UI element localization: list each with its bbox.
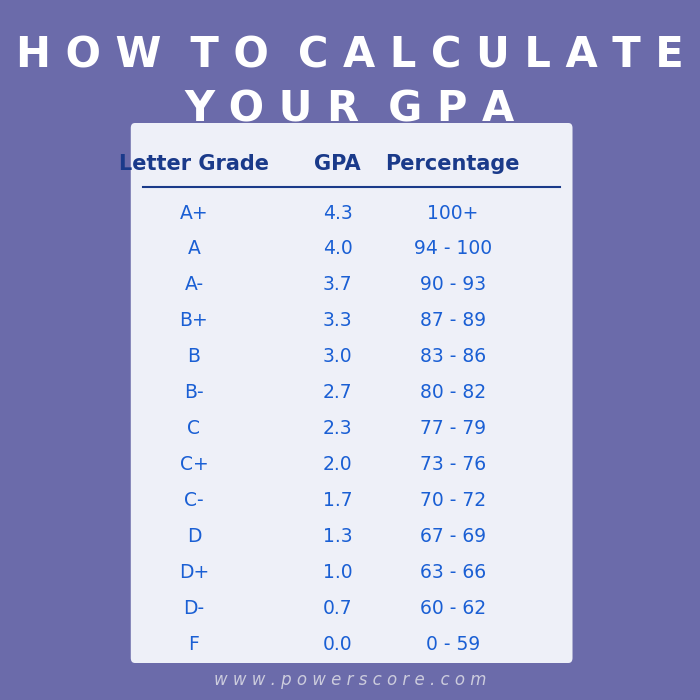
Text: 100+: 100+ <box>427 204 478 223</box>
Text: 0 - 59: 0 - 59 <box>426 634 480 654</box>
Text: C-: C- <box>184 491 204 510</box>
Text: 63 - 66: 63 - 66 <box>419 563 486 582</box>
Text: 3.0: 3.0 <box>323 347 353 366</box>
Text: D-: D- <box>183 598 204 617</box>
Text: C+: C+ <box>180 455 209 474</box>
Text: 3.7: 3.7 <box>323 275 353 294</box>
Text: 90 - 93: 90 - 93 <box>419 275 486 294</box>
Text: C: C <box>188 419 200 438</box>
FancyBboxPatch shape <box>131 123 573 663</box>
Text: 73 - 76: 73 - 76 <box>419 455 486 474</box>
Text: 1.0: 1.0 <box>323 563 353 582</box>
Text: 87 - 89: 87 - 89 <box>419 312 486 330</box>
Text: B+: B+ <box>180 312 209 330</box>
Text: Letter Grade: Letter Grade <box>119 154 269 174</box>
Text: 0.7: 0.7 <box>323 598 353 617</box>
Text: 2.3: 2.3 <box>323 419 353 438</box>
Text: 94 - 100: 94 - 100 <box>414 239 491 258</box>
Text: GPA: GPA <box>314 154 361 174</box>
Text: B: B <box>188 347 200 366</box>
Text: 80 - 82: 80 - 82 <box>419 383 486 402</box>
Text: 1.7: 1.7 <box>323 491 353 510</box>
Text: Percentage: Percentage <box>386 154 520 174</box>
Text: F: F <box>188 634 199 654</box>
Text: A-: A- <box>184 275 204 294</box>
Text: A+: A+ <box>180 204 209 223</box>
Text: w w w . p o w e r s c o r e . c o m: w w w . p o w e r s c o r e . c o m <box>214 671 486 689</box>
Text: 2.7: 2.7 <box>323 383 353 402</box>
Text: 60 - 62: 60 - 62 <box>419 598 486 617</box>
Text: 83 - 86: 83 - 86 <box>419 347 486 366</box>
Text: 4.0: 4.0 <box>323 239 353 258</box>
Text: 67 - 69: 67 - 69 <box>419 526 486 546</box>
Text: 77 - 79: 77 - 79 <box>419 419 486 438</box>
Text: 4.3: 4.3 <box>323 204 353 223</box>
Text: 0.0: 0.0 <box>323 634 353 654</box>
Text: H O W  T O  C A L C U L A T E: H O W T O C A L C U L A T E <box>16 34 684 76</box>
Text: 2.0: 2.0 <box>323 455 353 474</box>
Text: D: D <box>187 526 201 546</box>
Text: B-: B- <box>184 383 204 402</box>
Text: 1.3: 1.3 <box>323 526 353 546</box>
Text: Y O U R  G P A: Y O U R G P A <box>185 89 515 131</box>
Text: 3.3: 3.3 <box>323 312 353 330</box>
Text: D+: D+ <box>179 563 209 582</box>
Text: A: A <box>188 239 200 258</box>
Text: 70 - 72: 70 - 72 <box>419 491 486 510</box>
